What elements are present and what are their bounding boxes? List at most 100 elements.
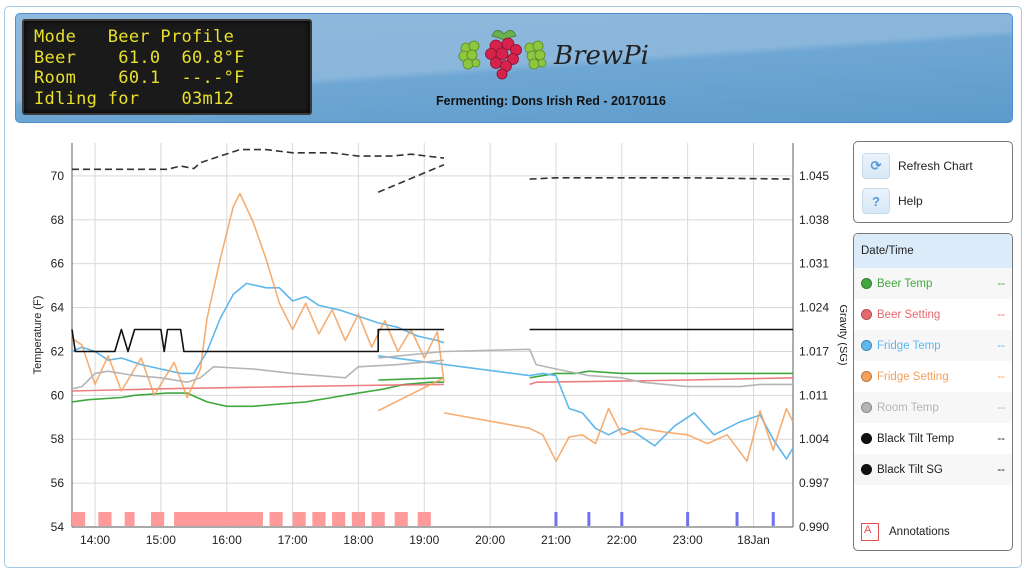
y-tick-label: 68 [51, 213, 65, 227]
page-container: Mode Beer Profile Beer 61.0 60.8°F Room … [4, 6, 1022, 568]
legend-dot-icon [861, 371, 872, 382]
help-button[interactable]: ? Help [862, 188, 923, 214]
series-beer-setting [71, 377, 794, 392]
legend-item-beer-temp[interactable]: Beer Temp -- [854, 268, 1012, 299]
legend-item-black-tilt-sg[interactable]: Black Tilt SG -- [854, 454, 1012, 485]
legend-item-blank[interactable] [854, 485, 1012, 516]
cooling-annotation[interactable] [620, 512, 624, 526]
legend-item-beer-setting[interactable]: Beer Setting -- [854, 299, 1012, 330]
controls-box: ⟳ Refresh Chart ? Help [853, 141, 1013, 223]
y-tick-label: 58 [51, 432, 65, 446]
y2-axis-label: Gravity (SG) [837, 304, 847, 365]
legend-dot-icon [861, 402, 872, 413]
lcd-line-1: Mode Beer Profile [34, 27, 235, 47]
y-tick-label: 62 [51, 344, 65, 358]
x-tick-label: 18:00 [343, 533, 373, 547]
y2-tick-label: 1.045 [799, 169, 829, 183]
heating-annotation[interactable] [174, 512, 263, 526]
x-tick-label: 18Jan [737, 533, 770, 547]
y-tick-label: 64 [51, 301, 65, 315]
heating-annotation[interactable] [269, 512, 283, 526]
series-room-temp [71, 348, 793, 390]
series-black-tilt-sg [72, 148, 794, 193]
x-tick-label: 14:00 [80, 533, 110, 547]
logo-text: BrewPi [553, 41, 649, 71]
refresh-chart-label: Refresh Chart [898, 159, 973, 173]
legend-value: -- [997, 370, 1005, 383]
legend-datetime-header: Date/Time [854, 234, 1012, 268]
y2-tick-label: 1.004 [799, 432, 829, 446]
y2-tick-label: 1.017 [799, 344, 829, 358]
series-black-tilt-temp [71, 328, 793, 353]
cooling-annotation[interactable] [587, 512, 591, 526]
heating-annotation[interactable] [312, 512, 326, 526]
chart-svg: 54 56 58 60 62 64 66 68 70 0.990 0.997 1.004 1.011 1.… [32, 143, 849, 547]
heating-annotation[interactable] [417, 512, 431, 526]
y2-tick-label: 1.011 [799, 388, 828, 402]
heating-annotation[interactable] [371, 512, 385, 526]
y-tick-label: 70 [51, 169, 65, 183]
raspberry-hops-icon: BrewPi [458, 30, 649, 80]
help-icon[interactable]: ? [862, 188, 890, 214]
lcd-display: Mode Beer Profile Beer 61.0 60.8°F Room … [22, 19, 312, 115]
cooling-annotation[interactable] [735, 512, 739, 526]
legend-item-fridge-temp[interactable]: Fridge Temp -- [854, 330, 1012, 361]
heating-annotation[interactable] [151, 512, 165, 526]
legend-label: Black Tilt SG [877, 463, 943, 476]
heating-annotation[interactable] [351, 512, 366, 526]
legend-dot-icon [861, 495, 872, 506]
y2-tick-label: 0.990 [799, 520, 829, 534]
legend-dot-icon [861, 340, 872, 351]
refresh-chart-button[interactable]: ⟳ Refresh Chart [862, 153, 973, 179]
cooling-annotation[interactable] [686, 512, 690, 526]
cooling-annotation[interactable] [771, 512, 775, 526]
legend-label: Beer Setting [877, 308, 941, 321]
x-tick-label: 19:00 [409, 533, 439, 547]
x-tick-label: 23:00 [673, 533, 703, 547]
brewpi-logo: BrewPi [456, 24, 656, 84]
legend-item-black-tilt-temp[interactable]: Black Tilt Temp -- [854, 423, 1012, 454]
lcd-line-3: Room 60.1 --.-°F [34, 68, 245, 88]
legend-item-fridge-setting[interactable]: Fridge Setting -- [854, 361, 1012, 392]
legend-value: -- [997, 432, 1005, 445]
cooling-annotation[interactable] [554, 512, 558, 526]
x-tick-label: 17:00 [278, 533, 308, 547]
chart-legend: Date/Time Beer Temp -- Beer Setting -- Fridg… [853, 233, 1013, 551]
brew-title: Fermenting: Dons Irish Red - 20170116 [436, 94, 666, 108]
lcd-line-2: Beer 61.0 60.8°F [34, 47, 245, 68]
series-fridge-setting [71, 192, 794, 462]
y-axis-label: Temperature (F) [32, 296, 44, 375]
y-tick-label: 56 [51, 476, 65, 490]
legend-value: -- [997, 308, 1005, 321]
legend-label: Fridge Setting [877, 370, 949, 383]
y2-tick-label: 0.997 [799, 476, 829, 490]
annotations-label: Annotations [889, 525, 950, 538]
y-tick-label: 54 [51, 520, 65, 534]
legend-value: -- [997, 339, 1005, 352]
x-tick-label: 20:00 [475, 533, 505, 547]
y-tick-label: 60 [51, 388, 65, 402]
legend-dot-icon [861, 309, 872, 320]
legend-item-room-temp[interactable]: Room Temp -- [854, 392, 1012, 423]
legend-label: Beer Temp [877, 277, 933, 290]
temperature-chart[interactable]: 54 56 58 60 62 64 66 68 70 0.990 0.997 1.004 1.011 1.… [15, 131, 849, 551]
heating-annotation[interactable] [332, 512, 346, 526]
refresh-icon[interactable]: ⟳ [862, 153, 890, 179]
help-label: Help [898, 194, 923, 208]
header-bar: Mode Beer Profile Beer 61.0 60.8°F Room … [15, 13, 1013, 123]
heating-annotation[interactable] [124, 512, 135, 526]
heating-annotation[interactable] [292, 512, 306, 526]
heating-annotation[interactable] [98, 512, 112, 526]
lcd-line-4: Idling for 03m12 [34, 88, 235, 109]
annotation-icon: A [861, 522, 879, 541]
x-tick-label: 21:00 [541, 533, 571, 547]
legend-label: Fridge Temp [877, 339, 941, 352]
legend-dot-icon [861, 278, 872, 289]
legend-label: Black Tilt Temp [877, 432, 955, 445]
heating-annotation[interactable] [394, 512, 408, 526]
legend-value: -- [997, 401, 1005, 414]
heating-annotation[interactable] [72, 512, 86, 526]
legend-annotations-toggle[interactable]: A Annotations [854, 516, 1012, 547]
x-tick-label: 22:00 [607, 533, 637, 547]
legend-label: Room Temp [877, 401, 939, 414]
